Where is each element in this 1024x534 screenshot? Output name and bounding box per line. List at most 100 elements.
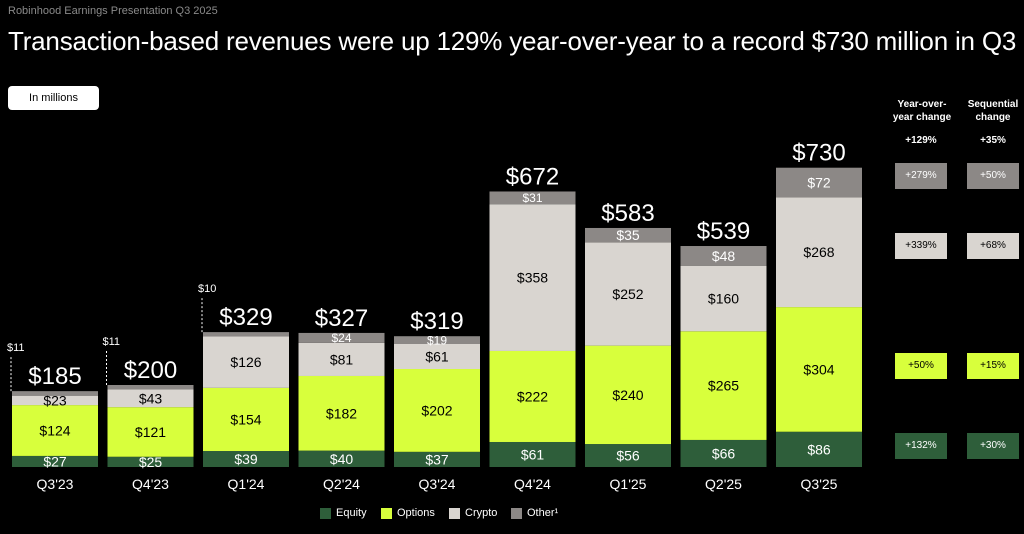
x-tick-label: Q4'23 xyxy=(132,476,169,492)
bar-segment-options xyxy=(12,405,98,456)
bar-segment-equity xyxy=(107,456,194,467)
bar-segment-options xyxy=(776,307,862,432)
bar-segment-equity xyxy=(776,431,862,467)
data-label: $304 xyxy=(803,361,834,377)
yoy-other: +279% xyxy=(895,163,947,189)
bar-segment-other xyxy=(107,385,194,390)
data-label: $124 xyxy=(39,423,70,439)
total-label: $327 xyxy=(315,305,368,332)
total-label: $319 xyxy=(410,308,463,335)
yoy-options: +50% xyxy=(895,353,947,379)
bar-segment-equity xyxy=(394,451,480,467)
data-label: $252 xyxy=(612,286,643,302)
data-label: $222 xyxy=(517,389,548,405)
seq-other: +50% xyxy=(967,163,1019,189)
bar-segment-equity xyxy=(12,455,98,467)
bar-segment-crypto xyxy=(776,197,862,308)
legend-label: Options xyxy=(397,507,435,519)
yoy-total: +129% xyxy=(905,135,937,146)
bar-segment-options xyxy=(203,387,289,452)
data-label: $240 xyxy=(612,387,643,403)
bar-segment-crypto xyxy=(489,204,576,351)
yoy-header: Year-over-year change xyxy=(892,99,952,123)
bar-segment-options xyxy=(107,407,194,457)
data-label: $56 xyxy=(616,448,640,464)
bar-segment-crypto xyxy=(203,336,289,388)
data-label: $160 xyxy=(708,291,739,307)
bar-segment-other xyxy=(12,391,98,396)
legend: Equity Options Crypto Other¹ xyxy=(0,505,1024,521)
data-label: $11 xyxy=(7,342,25,354)
seq-crypto: +68% xyxy=(967,233,1019,259)
legend-label: Crypto xyxy=(465,507,498,519)
total-label: $583 xyxy=(601,200,654,227)
bar-segment-other xyxy=(203,332,289,337)
x-tick-label: Q3'24 xyxy=(419,476,456,492)
bar-segment-options xyxy=(489,350,576,442)
bar-segment-crypto xyxy=(107,389,194,408)
data-label: $182 xyxy=(326,405,357,421)
bar-segment-other xyxy=(394,336,480,344)
yoy-equity: +132% xyxy=(895,433,947,459)
data-label: $72 xyxy=(807,175,831,191)
legend-swatch-other xyxy=(511,508,522,519)
x-tick-label: Q3'25 xyxy=(801,476,838,492)
bar-segment-crypto xyxy=(298,342,385,376)
bar-segment-crypto xyxy=(12,395,98,406)
x-tick-label: Q2'25 xyxy=(705,476,742,492)
data-label: $86 xyxy=(807,441,831,457)
bar-segment-crypto xyxy=(394,344,480,370)
presentation-header: Robinhood Earnings Presentation Q3 2025 xyxy=(8,5,218,17)
bar-segment-crypto xyxy=(680,265,767,332)
bar-segment-options xyxy=(680,331,767,440)
bar-segment-other xyxy=(776,167,862,198)
x-tick-label: Q1'24 xyxy=(228,476,265,492)
data-label: $43 xyxy=(139,390,163,406)
data-label: $10 xyxy=(198,283,216,295)
data-label: $31 xyxy=(522,191,542,205)
data-label: $27 xyxy=(43,454,67,470)
total-label: $672 xyxy=(506,163,559,190)
data-label: $154 xyxy=(230,411,261,427)
data-label: $11 xyxy=(103,336,121,348)
bar-segment-equity xyxy=(298,450,385,467)
data-label: $37 xyxy=(425,451,449,467)
bar-segment-other xyxy=(489,191,576,205)
total-label: $200 xyxy=(124,357,177,384)
total-label: $185 xyxy=(28,363,81,390)
bar-segment-options xyxy=(394,369,480,452)
data-label: $126 xyxy=(230,354,261,370)
data-label: $24 xyxy=(331,331,351,345)
data-label: $19 xyxy=(427,333,447,347)
bar-segment-equity xyxy=(203,451,289,467)
data-label: $268 xyxy=(803,244,834,260)
data-label: $121 xyxy=(135,424,166,440)
data-label: $81 xyxy=(330,351,354,367)
yoy-crypto: +339% xyxy=(895,233,947,259)
units-label: In millions xyxy=(8,86,99,110)
bar-segment-options xyxy=(585,345,671,445)
bar-segment-equity xyxy=(489,441,576,467)
seq-equity: +30% xyxy=(967,433,1019,459)
x-tick-label: Q4'24 xyxy=(514,476,551,492)
legend-swatch-crypto xyxy=(449,508,460,519)
bar-segment-equity xyxy=(680,439,767,467)
bar-segment-other xyxy=(585,227,671,243)
data-label: $358 xyxy=(517,270,548,286)
slide-title: Transaction-based revenues were up 129% … xyxy=(8,26,1017,56)
bar-segment-other xyxy=(680,246,767,266)
total-label: $539 xyxy=(697,218,750,245)
x-tick-label: Q3'23 xyxy=(37,476,74,492)
bar-segment-equity xyxy=(585,444,671,467)
data-label: $48 xyxy=(712,248,736,264)
bar-segment-other xyxy=(298,332,385,343)
legend-swatch-options xyxy=(381,508,392,519)
seq-total: +35% xyxy=(980,135,1006,146)
total-label: $329 xyxy=(219,304,272,331)
data-label: $202 xyxy=(421,402,452,418)
x-tick-label: Q1'25 xyxy=(610,476,647,492)
data-label: $40 xyxy=(330,451,354,467)
x-tick-label: Q2'24 xyxy=(323,476,360,492)
seq-options: +15% xyxy=(967,353,1019,379)
